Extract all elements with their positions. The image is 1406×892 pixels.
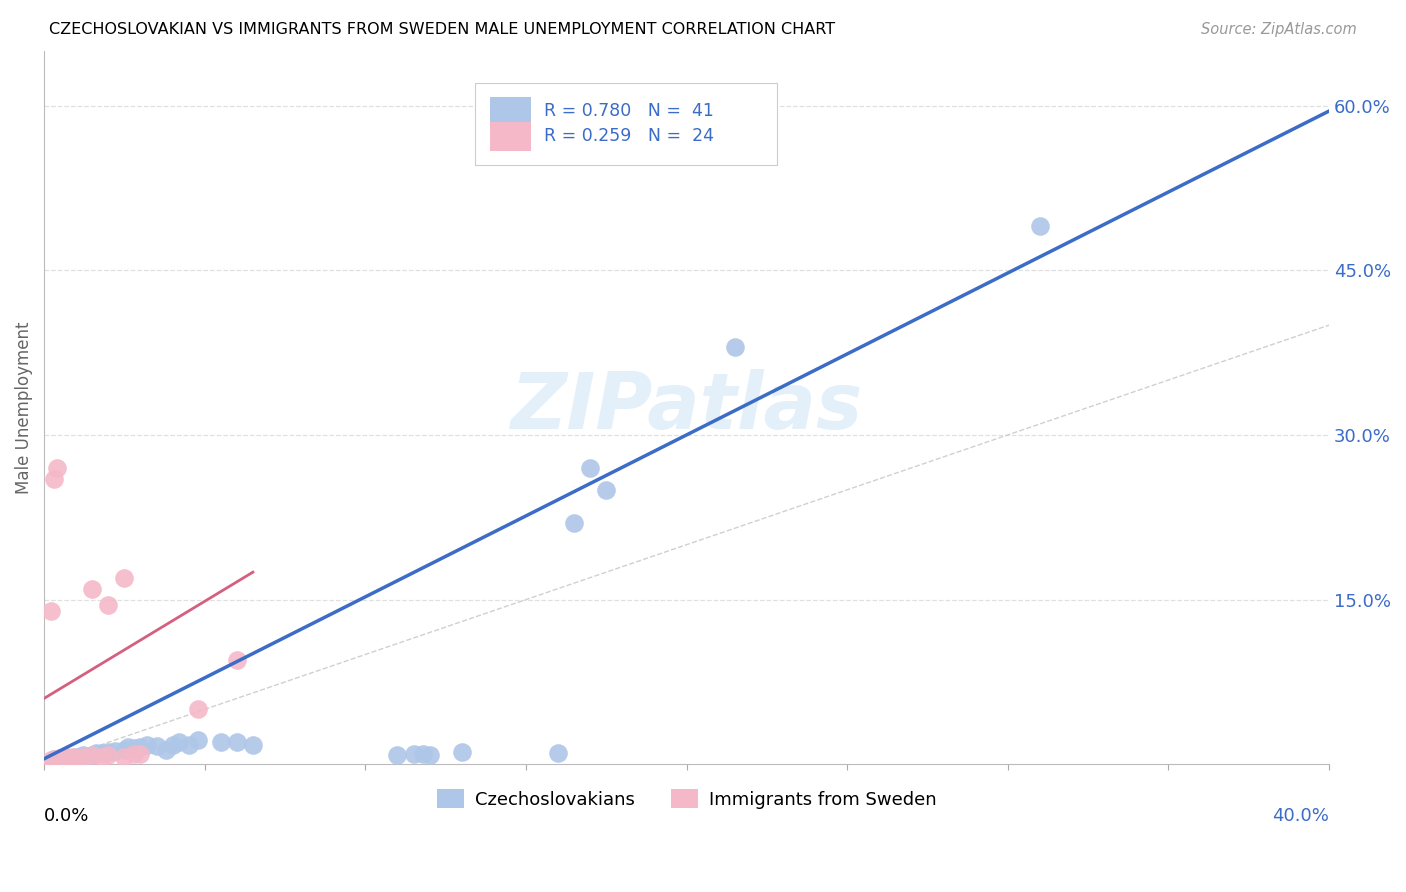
Point — [42, 752, 65, 766]
Point — [97, 745, 120, 759]
Point — [402, 747, 425, 762]
Point — [177, 738, 200, 752]
Point — [90, 746, 112, 760]
Point — [62, 752, 84, 766]
Point — [122, 740, 145, 755]
Point — [52, 753, 75, 767]
Point — [162, 738, 184, 752]
Point — [117, 739, 139, 754]
Point — [135, 738, 157, 752]
Point — [65, 750, 87, 764]
Point — [46, 461, 69, 475]
Point — [72, 749, 94, 764]
Point — [187, 702, 209, 716]
Point — [46, 753, 69, 767]
Point — [62, 749, 84, 764]
Point — [69, 750, 91, 764]
Point — [42, 472, 65, 486]
Point — [55, 752, 77, 766]
Point — [167, 735, 190, 749]
Point — [242, 738, 264, 752]
Point — [82, 748, 104, 763]
Point — [724, 340, 747, 354]
Point — [450, 745, 472, 759]
Point — [39, 753, 62, 767]
Point — [65, 749, 87, 764]
Text: 40.0%: 40.0% — [1272, 807, 1329, 825]
Point — [104, 744, 127, 758]
Point — [225, 653, 247, 667]
Point — [46, 752, 69, 766]
Point — [84, 746, 107, 760]
Point — [387, 748, 409, 763]
Point — [579, 461, 602, 475]
FancyBboxPatch shape — [489, 97, 531, 126]
FancyBboxPatch shape — [475, 83, 776, 165]
Point — [209, 735, 232, 749]
Point — [49, 750, 72, 764]
Point — [595, 483, 617, 497]
Point — [412, 747, 434, 762]
Point — [90, 749, 112, 764]
Point — [129, 747, 152, 762]
Text: CZECHOSLOVAKIAN VS IMMIGRANTS FROM SWEDEN MALE UNEMPLOYMENT CORRELATION CHART: CZECHOSLOVAKIAN VS IMMIGRANTS FROM SWEDE… — [49, 22, 835, 37]
Text: Source: ZipAtlas.com: Source: ZipAtlas.com — [1201, 22, 1357, 37]
Point — [75, 749, 97, 764]
Point — [145, 739, 167, 753]
Text: 0.0%: 0.0% — [44, 807, 90, 825]
Point — [59, 750, 82, 764]
Point — [419, 748, 441, 763]
Point — [155, 743, 177, 757]
Point — [59, 750, 82, 764]
Point — [55, 749, 77, 764]
Point — [122, 747, 145, 762]
Point — [187, 733, 209, 747]
Point — [82, 748, 104, 763]
Point — [39, 603, 62, 617]
Text: R = 0.259   N =  24: R = 0.259 N = 24 — [544, 128, 714, 145]
Text: ZIPatlas: ZIPatlas — [510, 369, 863, 445]
Point — [72, 748, 94, 763]
FancyBboxPatch shape — [489, 122, 531, 151]
Text: R = 0.780   N =  41: R = 0.780 N = 41 — [544, 103, 714, 120]
Y-axis label: Male Unemployment: Male Unemployment — [15, 321, 32, 494]
Point — [112, 743, 135, 757]
Point — [97, 598, 120, 612]
Point — [82, 582, 104, 596]
Point — [1029, 219, 1052, 234]
Point — [562, 516, 585, 530]
Point — [112, 749, 135, 764]
Point — [547, 746, 569, 760]
Point — [49, 750, 72, 764]
Point — [225, 735, 247, 749]
Point — [112, 571, 135, 585]
Legend: Czechoslovakians, Immigrants from Sweden: Czechoslovakians, Immigrants from Sweden — [430, 782, 943, 816]
Point — [129, 739, 152, 754]
Point — [42, 752, 65, 766]
Point — [97, 748, 120, 763]
Point — [52, 752, 75, 766]
